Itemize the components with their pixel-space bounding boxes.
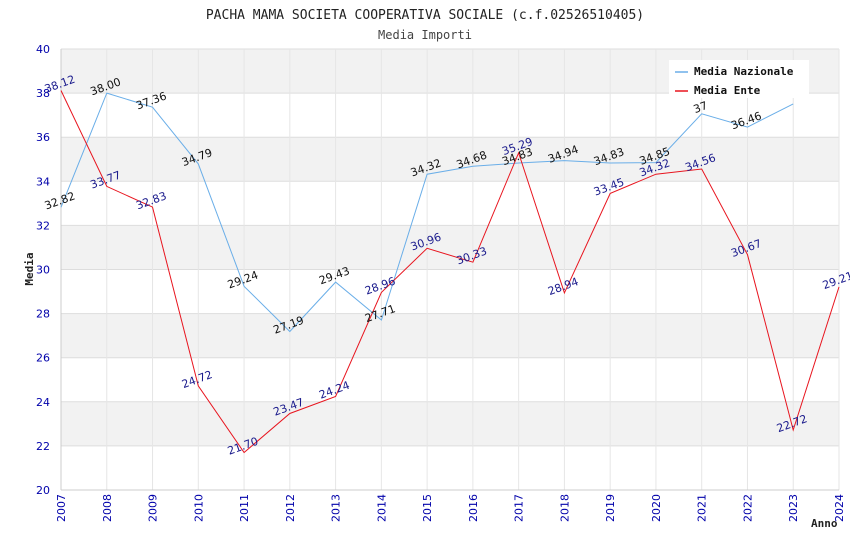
band: [61, 269, 839, 314]
x-tick-label: 2012: [284, 494, 297, 522]
chart-subtitle: Media Importi: [378, 28, 472, 42]
y-tick-label: 38: [36, 87, 50, 100]
band: [61, 401, 839, 446]
background-bands: [61, 49, 839, 490]
y-axis-label: Media: [23, 252, 36, 285]
x-tick-label: 2020: [650, 494, 663, 522]
x-tick-label: 2016: [467, 494, 480, 522]
x-tick-label: 2023: [787, 494, 800, 522]
data-label: 37: [692, 99, 710, 116]
y-tick-label: 20: [36, 484, 50, 497]
band: [61, 93, 839, 138]
x-tick-label: 2010: [192, 494, 205, 522]
x-tick-label: 2015: [421, 494, 434, 522]
y-tick-label: 30: [36, 264, 50, 277]
series-line-media-ente: [60, 90, 840, 454]
y-tick-label: 26: [36, 352, 50, 365]
x-axis-label: Anno: [811, 517, 838, 530]
x-tick-label: 2009: [147, 494, 160, 522]
y-tick-label: 40: [36, 43, 50, 56]
x-tick-label: 2017: [513, 494, 526, 522]
x-tick-label: 2022: [741, 494, 754, 522]
band: [61, 357, 839, 402]
x-tick-label: 2018: [558, 494, 571, 522]
legend-label-media-ente: Media Ente: [694, 84, 761, 97]
band: [61, 313, 839, 358]
gridlines: [60, 48, 840, 491]
chart-title: PACHA MAMA SOCIETA COOPERATIVA SOCIALE (…: [206, 8, 644, 23]
band: [61, 445, 839, 490]
y-tick-label: 22: [36, 440, 50, 453]
x-tick-label: 2024: [833, 494, 846, 522]
band: [61, 137, 839, 182]
y-tick-label: 36: [36, 131, 50, 144]
x-tick-label: 2013: [330, 494, 343, 522]
legend: Media Nazionale Media Ente: [669, 60, 809, 98]
x-tick-label: 2019: [604, 494, 617, 522]
legend-label-media-nazionale: Media Nazionale: [694, 65, 794, 78]
band: [61, 225, 839, 270]
x-tick-label: 2011: [238, 494, 251, 522]
y-tick-label: 34: [36, 175, 50, 188]
y-tick-label: 28: [36, 308, 50, 321]
legend-box: [669, 60, 809, 98]
y-axis-ticks: 20 22 24 26 28 30 32 34 36 38 40: [36, 43, 50, 497]
y-tick-label: 24: [36, 396, 50, 409]
series-line-media-nazionale: [60, 92, 794, 333]
x-tick-label: 2007: [55, 494, 68, 522]
series-lines: [60, 90, 840, 454]
band: [61, 181, 839, 226]
x-tick-label: 2021: [696, 494, 709, 522]
y-tick-label: 32: [36, 219, 50, 232]
x-axis-ticks: 2007 2008 2009 2010 2011 2012 2013 2014 2015 2016…: [55, 494, 846, 522]
x-tick-label: 2014: [375, 494, 388, 522]
x-tick-label: 2008: [101, 494, 114, 522]
